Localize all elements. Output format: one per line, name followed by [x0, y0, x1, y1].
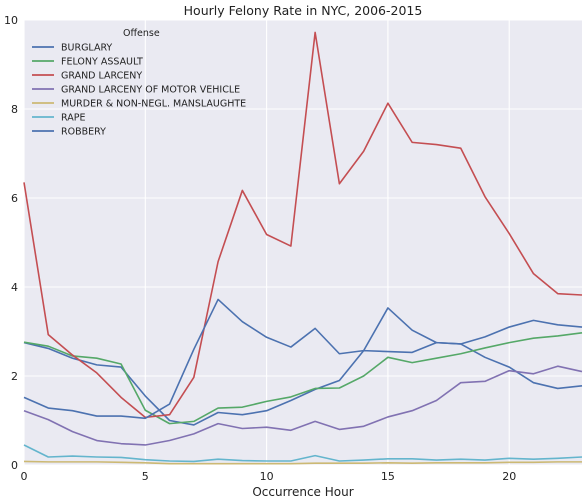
- x-tick-label: 10: [260, 470, 274, 483]
- legend-entry-label: GRAND LARCENY: [61, 71, 142, 82]
- series-line-grand-larceny: [23, 31, 583, 419]
- grid-lines: [23, 19, 582, 466]
- series-line-burglary: [23, 341, 583, 426]
- x-tick-label: 0: [21, 470, 28, 483]
- series-line-grand-larceny-of-motor-vehicle: [23, 365, 583, 446]
- legend-entry-label: ROBBERY: [61, 127, 106, 138]
- x-axis-label: Occurrence Hour: [252, 485, 353, 499]
- y-tick-label: 2: [11, 370, 18, 383]
- y-tick-label: 8: [11, 103, 18, 116]
- legend-entry-label: MURDER & NON-NEGL. MANSLAUGHTE: [61, 99, 246, 110]
- y-tick-label: 6: [11, 192, 18, 205]
- x-tick-label: 5: [142, 470, 149, 483]
- plot-background: [24, 20, 582, 465]
- y-tick-label: 4: [11, 281, 18, 294]
- series-lines: [23, 31, 583, 465]
- x-tick-label: 15: [381, 470, 395, 483]
- y-tick-label: 0: [11, 459, 18, 472]
- legend-entry-label: GRAND LARCENY OF MOTOR VEHICLE: [61, 85, 240, 96]
- legend-title: Offense: [123, 28, 160, 39]
- x-tick-label: 20: [502, 470, 516, 483]
- legend: Offense BURGLARY FELONY ASSAULT GRAND LARCE…: [32, 28, 246, 138]
- legend-entry-label: BURGLARY: [61, 43, 112, 54]
- series-line-robbery: [23, 298, 583, 420]
- series-line-felony-assault: [23, 332, 583, 425]
- tick-labels: 0 5 10 15 20 0 2 4 6 8 10: [4, 14, 516, 483]
- legend-entry-label: RAPE: [61, 113, 85, 124]
- chart-title: Hourly Felony Rate in NYC, 2006-2015: [184, 3, 423, 18]
- series-line-rape: [23, 444, 583, 463]
- series-line-murder-non-negl-manslaughte: [23, 460, 582, 465]
- y-tick-label: 10: [4, 14, 18, 27]
- legend-entry-label: FELONY ASSAULT: [61, 57, 143, 68]
